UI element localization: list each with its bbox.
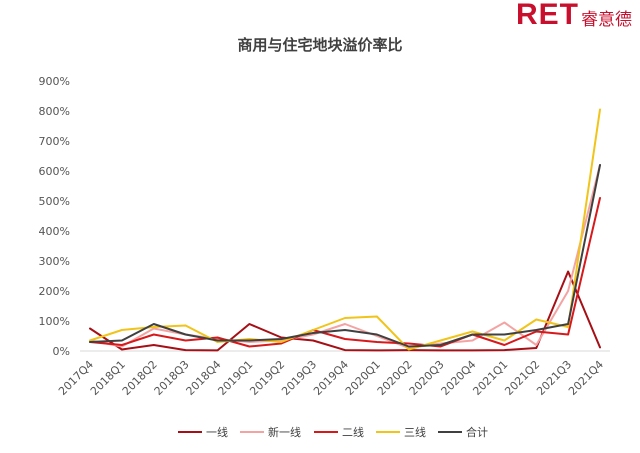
legend-label: 合计 [466,425,488,439]
legend-label: 新一线 [268,425,301,439]
legend-label: 二线 [342,425,364,439]
y-tick-label: 800% [39,105,70,118]
series-line-一线 [89,270,601,352]
legend: 一线 新一线 二线 三线 合计 [178,425,488,439]
brand-logo: RET 睿意德 [516,0,632,30]
legend-label: 一线 [206,425,228,439]
x-tick-label: 2021Q4 [566,358,606,398]
series-lines [89,108,601,352]
brand-name: 睿意德 [581,9,632,30]
x-axis-labels: 2017Q42018Q12018Q22018Q32018Q42019Q12019… [56,358,606,398]
y-tick-label: 700% [39,135,70,148]
y-tick-label: 200% [39,285,70,298]
y-tick-label: 100% [39,315,70,328]
y-tick-label: 300% [39,255,70,268]
y-tick-label: 600% [39,165,70,178]
series-line-三线 [89,108,601,351]
series-line-合计 [89,164,601,348]
y-tick-label: 400% [39,225,70,238]
y-tick-label: 500% [39,195,70,208]
chart-title: 商用与住宅地块溢价率比 [237,36,402,54]
series-line-二线 [89,197,601,348]
legend-label: 三线 [404,425,426,439]
brand-logo-text: RET [516,0,579,31]
y-tick-label: 900% [39,75,70,88]
series-line-新一线 [89,164,601,349]
y-axis-labels: 0% 100% 200% 300% 400% 500% 600% 700% 800% 900% [39,75,70,358]
y-tick-label: 0% [53,345,70,358]
